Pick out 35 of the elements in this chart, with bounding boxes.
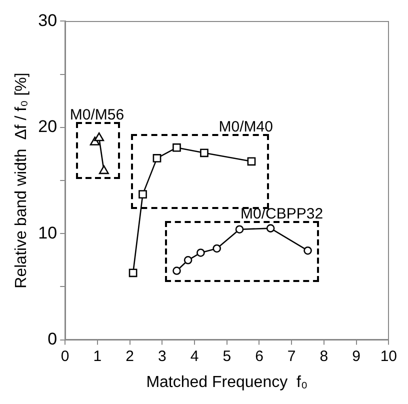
x-tick-label: 7 [287, 348, 296, 365]
x-tick-label: 6 [255, 348, 264, 365]
point [266, 224, 275, 232]
x-tick-label: 9 [352, 348, 360, 365]
series-label: M0/M56 [70, 106, 124, 124]
y-tick-label: 10 [38, 223, 58, 242]
point [152, 154, 162, 162]
point [200, 148, 208, 158]
point [212, 244, 222, 253]
point [184, 256, 192, 264]
x-tick-label: 2 [126, 348, 134, 365]
series-label: M0/CBPP32 [240, 205, 324, 222]
point [172, 266, 181, 275]
y-tick-label: 20 [38, 117, 58, 136]
y-axis-title: Relative band width Δf / f₀ [%] [13, 72, 30, 288]
x-axis-title: Matched Frequency f₀ [146, 374, 308, 391]
point [94, 132, 104, 142]
x-tick-label: 3 [158, 348, 166, 365]
y-tick-label: 30 [38, 10, 58, 30]
x-tick-label: 5 [222, 348, 232, 365]
x-tick-label: 0 [60, 348, 70, 365]
point [235, 225, 244, 234]
point [172, 143, 181, 152]
x-tick-label: 4 [190, 348, 199, 365]
x-tick-label: 1 [93, 348, 102, 365]
point [128, 268, 138, 278]
point [98, 165, 109, 174]
x-tick-label: 10 [380, 348, 397, 365]
x-tick-label: 8 [320, 348, 328, 365]
y-tick-label: 0 [48, 329, 58, 348]
point [247, 157, 256, 166]
series-label: M0/M40 [218, 118, 273, 136]
point [196, 248, 205, 257]
point [304, 246, 312, 255]
point [138, 190, 147, 198]
